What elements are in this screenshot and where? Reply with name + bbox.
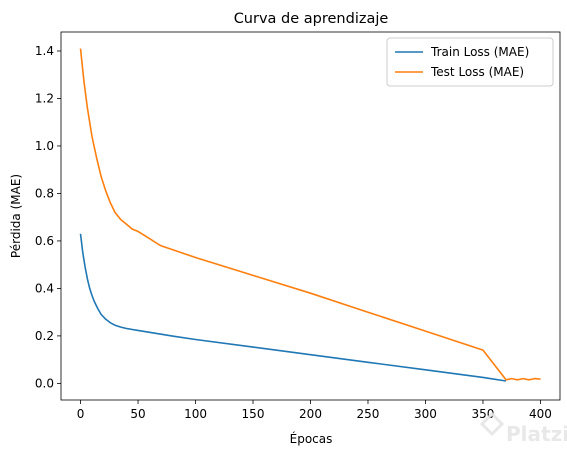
y-tick-label: 1.0 xyxy=(35,139,54,153)
x-tick-label: 250 xyxy=(357,407,380,421)
y-tick-label: 0.2 xyxy=(35,329,54,343)
x-tick-label: 0 xyxy=(77,407,85,421)
x-tick-label: 200 xyxy=(299,407,322,421)
x-tick-label: 100 xyxy=(184,407,207,421)
x-tick-label: 400 xyxy=(529,407,552,421)
watermark: Platzi xyxy=(479,411,567,446)
y-tick-label: 1.4 xyxy=(35,44,54,58)
chart-title: Curva de aprendizaje xyxy=(234,11,389,27)
chart-legend: Train Loss (MAE) Test Loss (MAE) xyxy=(386,37,554,87)
x-tick-label: 150 xyxy=(242,407,265,421)
axes-frame xyxy=(60,31,561,401)
y-axis-ticks: 0.0 0.2 0.4 0.6 0.8 1.0 1.2 1.4 xyxy=(35,44,61,390)
legend-label-2: Test Loss (MAE) xyxy=(430,65,524,79)
y-axis-label: Pérdida (MAE) xyxy=(9,174,23,258)
y-tick-label: 1.2 xyxy=(35,91,54,105)
platzi-logo-icon xyxy=(479,411,505,437)
legend-label-1: Train Loss (MAE) xyxy=(430,45,529,59)
y-tick-label: 0.6 xyxy=(35,234,54,248)
watermark-text: Platzi xyxy=(506,422,567,446)
x-tick-label: 50 xyxy=(130,407,145,421)
y-tick-label: 0.4 xyxy=(35,281,54,295)
x-axis-label: Épocas xyxy=(290,431,333,446)
series-line-2 xyxy=(79,48,541,381)
y-tick-label: 0.8 xyxy=(35,186,54,200)
x-axis-ticks: 0 50 100 150 200 250 300 350 400 xyxy=(77,400,552,421)
y-tick-label: 0.0 xyxy=(35,376,54,390)
series-line-1 xyxy=(79,233,507,382)
x-tick-label: 300 xyxy=(414,407,437,421)
legend-box xyxy=(386,37,554,87)
plot-area xyxy=(79,48,541,382)
